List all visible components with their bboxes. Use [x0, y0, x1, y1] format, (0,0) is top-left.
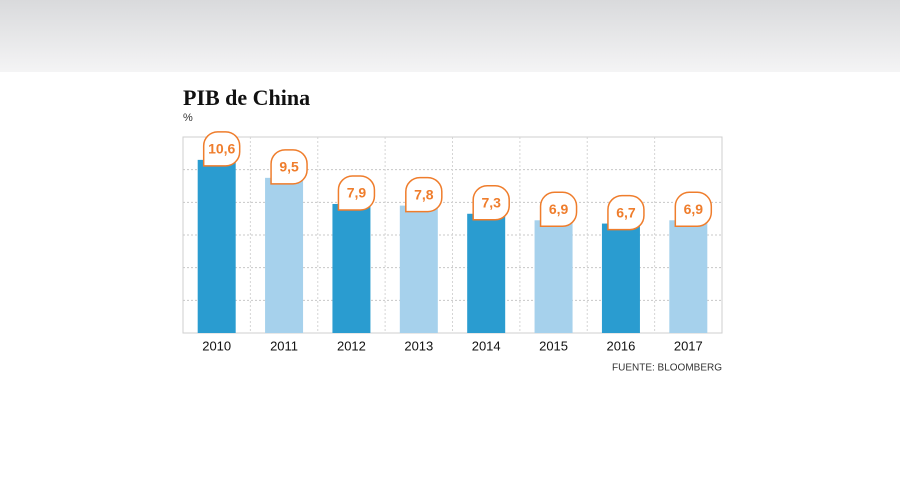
x-tick-label: 2011 [270, 338, 298, 353]
value-label: 6,7 [616, 204, 636, 220]
x-tick-label: 2015 [539, 338, 568, 353]
value-callout [607, 194, 645, 231]
value-callout [539, 191, 578, 228]
bar [332, 203, 371, 333]
value-callout [674, 191, 713, 228]
bar [669, 220, 708, 333]
bar [399, 205, 438, 333]
value-callout [202, 131, 241, 167]
source: FUENTE: BLOOMBERG [612, 363, 722, 374]
x-tick-label: 2016 [606, 338, 635, 353]
value-label: 7,3 [481, 194, 501, 210]
value-callout [472, 185, 510, 221]
value-label: 10,6 [208, 141, 235, 157]
x-tick-label: 2010 [202, 338, 231, 353]
bar [467, 213, 506, 333]
bar [534, 220, 573, 333]
unit-label: % [183, 112, 193, 124]
header-band [0, 0, 900, 72]
value-label: 6,9 [549, 201, 569, 217]
x-tick-label: 2014 [472, 338, 501, 353]
value-label: 6,9 [684, 201, 704, 217]
value-callout [270, 149, 308, 185]
value-label: 7,9 [347, 185, 367, 201]
x-tick-label: 2012 [337, 338, 366, 353]
x-tick-label: 2013 [404, 338, 433, 353]
chart-title: PIB de China [183, 85, 310, 110]
value-label: 7,8 [414, 186, 434, 202]
value-label: 9,5 [279, 159, 299, 175]
bar [265, 177, 304, 333]
value-callout [337, 175, 376, 211]
bar [601, 223, 640, 333]
value-callout [405, 176, 443, 213]
bar [197, 159, 236, 333]
x-tick-label: 2017 [674, 338, 703, 353]
